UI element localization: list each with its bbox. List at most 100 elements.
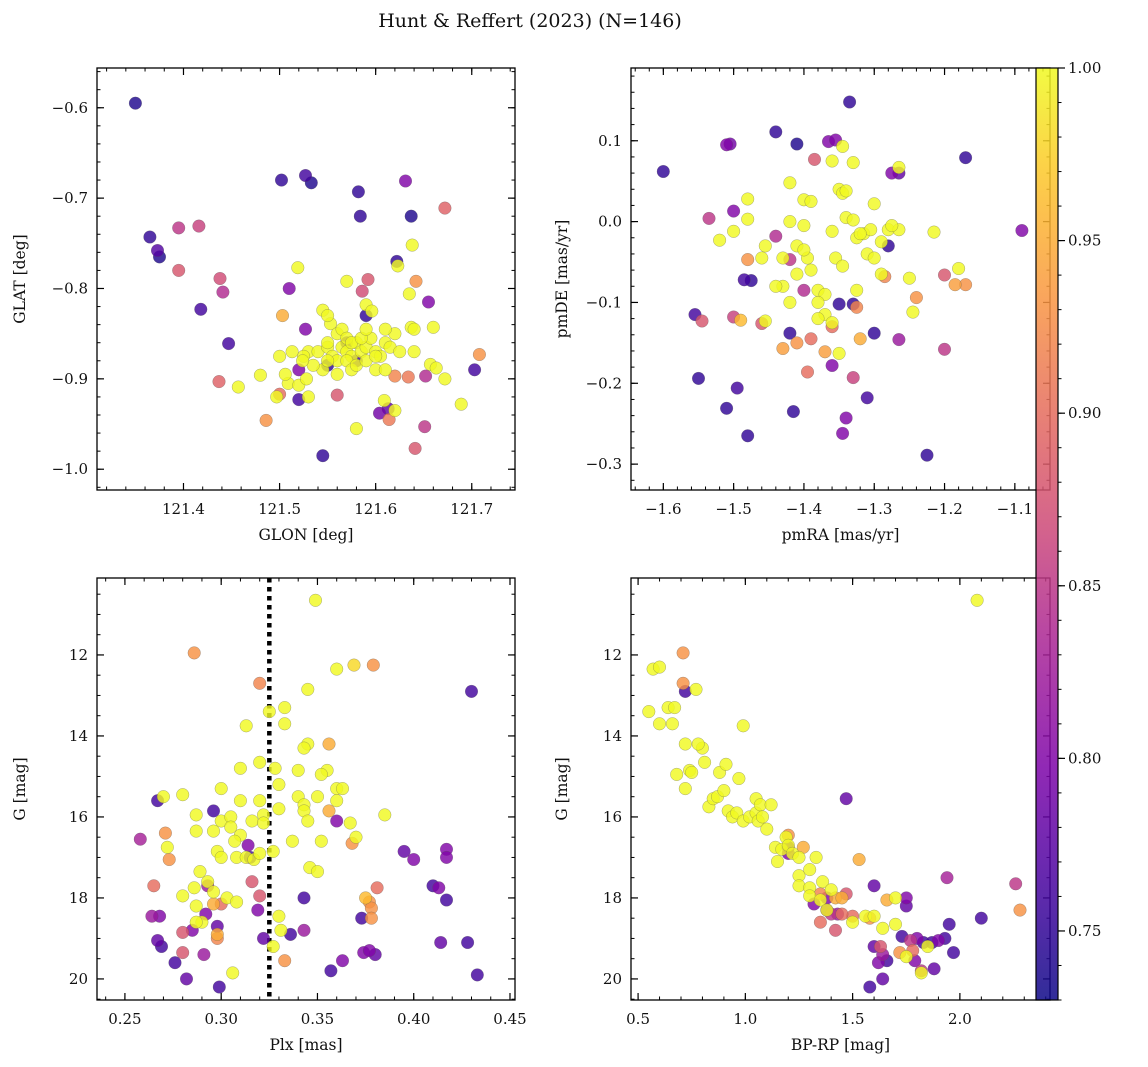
- data-point: [678, 782, 692, 796]
- data-point: [160, 840, 174, 854]
- data-point: [176, 925, 190, 939]
- data-point: [846, 213, 860, 227]
- data-point: [713, 233, 727, 247]
- data-point: [439, 850, 454, 864]
- data-point: [902, 271, 916, 285]
- data-point: [432, 881, 446, 895]
- data-point: [310, 865, 325, 879]
- data-point: [206, 824, 221, 838]
- data-point: [285, 345, 299, 359]
- data-point: [813, 893, 827, 907]
- data-point: [470, 968, 484, 982]
- data-point: [291, 763, 305, 777]
- data-point: [272, 909, 286, 923]
- data-point: [377, 393, 391, 408]
- data-point: [702, 211, 716, 225]
- data-point: [691, 737, 705, 751]
- x-tick-label: −1.1: [997, 500, 1033, 518]
- data-point: [652, 660, 667, 674]
- data-point: [158, 826, 172, 840]
- y-axis-label: GLAT [deg]: [11, 234, 29, 323]
- data-point: [1013, 903, 1027, 917]
- data-point: [839, 184, 853, 198]
- data-point: [256, 816, 271, 830]
- data-point: [278, 954, 292, 968]
- data-point: [758, 314, 772, 328]
- data-point: [892, 160, 906, 174]
- data-point: [168, 956, 182, 970]
- data-point: [852, 852, 866, 867]
- data-point: [835, 891, 849, 905]
- data-point: [764, 798, 778, 812]
- data-point: [409, 274, 423, 288]
- data-point: [351, 185, 365, 199]
- data-point: [426, 320, 440, 334]
- data-point: [407, 852, 421, 867]
- data-point: [355, 284, 369, 298]
- data-point: [378, 322, 392, 336]
- data-point: [330, 662, 344, 676]
- data-point: [959, 151, 973, 165]
- data-point: [156, 790, 170, 804]
- x-axis-label: BP-RP [mag]: [791, 1036, 890, 1054]
- x-tick-label: 1.0: [733, 1010, 757, 1028]
- data-point: [365, 304, 379, 318]
- figure-title: Hunt & Reffert (2023) (N=146): [378, 10, 682, 32]
- y-tick-label: −0.8: [52, 279, 88, 297]
- data-point: [143, 230, 157, 244]
- data-point: [792, 879, 806, 893]
- data-point: [760, 822, 774, 836]
- points: [128, 96, 486, 463]
- y-tick-label: 16: [603, 808, 622, 826]
- y-tick-label: 0.1: [598, 132, 622, 150]
- data-point: [885, 219, 899, 233]
- data-point: [224, 820, 238, 834]
- data-point: [816, 875, 830, 889]
- data-point: [151, 933, 165, 948]
- data-point: [233, 794, 247, 808]
- data-point: [340, 274, 354, 288]
- data-point: [813, 915, 827, 929]
- data-point: [776, 251, 790, 265]
- data-point: [393, 345, 407, 359]
- data-point: [273, 349, 287, 363]
- data-point: [206, 897, 221, 911]
- data-point: [853, 332, 867, 346]
- y-tick-label: 18: [69, 889, 88, 907]
- data-point: [755, 251, 769, 265]
- axes-frame: [96, 67, 516, 491]
- data-point: [439, 893, 454, 907]
- data-point: [314, 767, 328, 781]
- data-point: [665, 717, 679, 731]
- data-point: [187, 646, 201, 660]
- data-point: [892, 333, 906, 347]
- data-point: [162, 852, 176, 867]
- data-point: [231, 380, 245, 394]
- colorbar-tick-label: 0.95: [1068, 232, 1101, 250]
- data-point: [464, 684, 479, 698]
- data-point: [970, 593, 984, 607]
- data-point: [189, 824, 203, 838]
- x-axis-label: pmRA [mas/yr]: [782, 526, 900, 544]
- data-point: [876, 972, 890, 986]
- data-point: [737, 273, 751, 287]
- data-point: [836, 139, 850, 153]
- data-point: [836, 426, 850, 440]
- data-point: [270, 390, 284, 404]
- panel-glon-glat: 121.4 121.5 121.6 121.7 −1.0 −0.9 −0.8 −0.7 −0.6…: [11, 67, 516, 544]
- data-point: [818, 345, 832, 359]
- data-point: [316, 449, 330, 463]
- data-point: [850, 283, 864, 297]
- data-point: [210, 927, 224, 941]
- data-point: [769, 279, 783, 293]
- data-point: [274, 173, 289, 187]
- data-point: [937, 342, 952, 356]
- data-point: [228, 834, 242, 848]
- data-point: [783, 295, 797, 309]
- data-point: [378, 363, 392, 377]
- data-point: [226, 966, 240, 980]
- data-point: [741, 212, 755, 226]
- data-point: [832, 297, 846, 311]
- data-point: [253, 846, 267, 860]
- colorbar: 0.75 0.80 0.85 0.90 0.95 1.00: [1035, 59, 1101, 1001]
